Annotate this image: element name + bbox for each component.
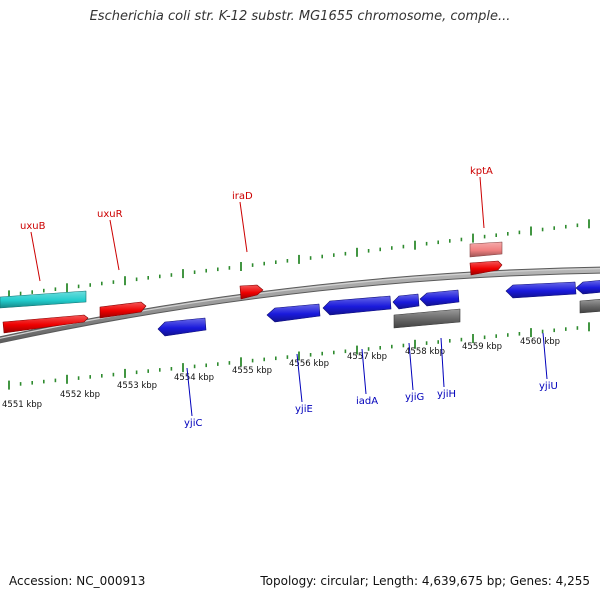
accession-text: Accession: NC_000913 [9,574,146,588]
ruler-tick-label: 4559 kbp [462,342,502,352]
ruler-tick-label: 4557 kbp [347,352,387,362]
gene-pseudo-block[interactable] [579,299,600,314]
ruler-tick-label: 4553 kbp [117,381,157,391]
genome-stats-text: Topology: circular; Length: 4,639,675 bp… [260,574,590,588]
gene-label-yjie[interactable]: yjiE [295,404,313,415]
gene-yjiu[interactable] [505,281,577,299]
ruler-tick-label: 4551 kbp [2,400,42,410]
chromosome-backbone [0,267,600,343]
gene-kpta[interactable] [469,260,503,276]
gene-yjic[interactable] [157,317,207,337]
map-title: Escherichia coli str. K-12 substr. MG165… [89,9,511,24]
leader-line [186,367,193,417]
gene-label-uxur[interactable]: uxuR [97,209,123,220]
leader-line [479,176,485,229]
ruler-tick-label: 4560 kbp [520,337,560,347]
ruler-tick-label: 4556 kbp [289,359,329,369]
gene-uxur[interactable] [99,301,147,319]
gene-yjie[interactable] [266,303,321,323]
gene-label-iada[interactable]: iadA [356,396,378,407]
ruler-tick-label: 4558 kbp [405,347,445,357]
gene-irad[interactable] [239,284,264,300]
leader-line [239,201,248,253]
leader-line [542,332,548,380]
leader-line [296,353,303,403]
leader-line [109,219,120,271]
gene-reverse-unlabeled[interactable] [575,280,600,295]
gene-pseudo-block[interactable] [393,308,461,329]
gene-uxub[interactable] [0,290,87,309]
gene-label-uxub[interactable]: uxuB [20,221,46,232]
gene-label-yjic[interactable]: yjiC [184,418,202,429]
ruler-tick-label: 4554 kbp [174,373,214,383]
gene-label-yjiu[interactable]: yjiU [539,381,558,392]
leader-line [440,337,445,388]
gene-forward-unlabeled[interactable] [2,314,89,334]
gene-label-irad[interactable]: iraD [232,191,253,202]
ruler-tick-label: 4552 kbp [60,390,100,400]
gene-label-yjih[interactable]: yjiH [437,389,456,400]
leader-line [361,348,367,395]
gene-forward-unlabeled[interactable] [469,241,503,258]
chromosome-backbone-highlight [0,268,600,339]
ruler-tick-label: 4555 kbp [232,366,272,376]
gene-label-kpta[interactable]: kptA [470,166,493,177]
gene-label-yjig[interactable]: yjiG [405,392,424,403]
gene-yjig[interactable] [392,293,420,310]
leader-line [30,231,41,282]
gene-yjih[interactable] [419,289,460,307]
gene-iada[interactable] [322,295,392,316]
leader-line [408,342,414,391]
